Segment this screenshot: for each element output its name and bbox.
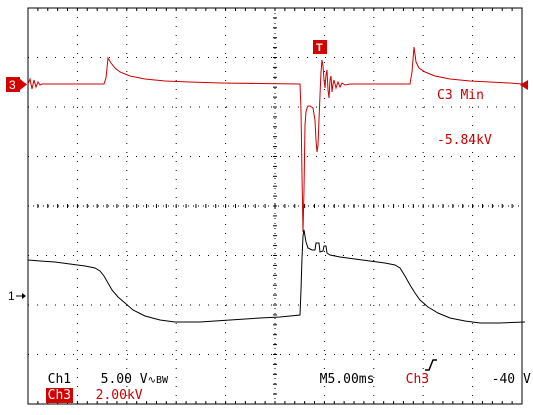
trigger-marker-label: T (316, 42, 323, 54)
ch3-name: Ch3 (45, 388, 74, 403)
ch1-readout: Ch1 (32, 357, 71, 387)
measurement-readout: C3 Min -5.84kV (437, 58, 492, 163)
trigger-level-arrow[interactable] (520, 80, 528, 90)
ch1-scale: 5.00 V (100, 372, 148, 387)
trigger-source-readout: Ch3 (390, 357, 429, 387)
trigger-level: -40 V (491, 372, 531, 387)
ch3-ground-marker[interactable]: 3 (6, 77, 27, 92)
timebase: M5.00ms (319, 372, 375, 387)
ch1-scale-readout: 5.00 V∿BW (85, 357, 168, 388)
ch1-waveform (27, 229, 526, 324)
ch3-scale: 2.00kV (95, 388, 143, 403)
trigger-position-marker[interactable]: T (313, 40, 327, 54)
rising-edge-icon (425, 359, 437, 371)
ch1-marker-label: 1 (8, 289, 15, 303)
ch1-ground-marker[interactable]: 1 (8, 289, 26, 303)
bandwidth-limit-icon: ∿BW (147, 375, 169, 386)
graticule (27, 7, 523, 405)
trigger-source: Ch3 (405, 372, 430, 387)
ch1-name: Ch1 (47, 372, 72, 387)
measurement-value: -5.84kV (437, 133, 492, 148)
measurement-label: C3 Min (437, 88, 484, 103)
ch3-scale-readout: 2.00kV (80, 373, 143, 403)
timebase-readout: M5.00ms (304, 357, 375, 387)
ch3-marker-label: 3 (9, 78, 16, 92)
trigger-level-readout: -40 V (476, 357, 531, 387)
ch3-readout: Ch3 (30, 373, 74, 403)
ch3-waveform (27, 46, 523, 233)
